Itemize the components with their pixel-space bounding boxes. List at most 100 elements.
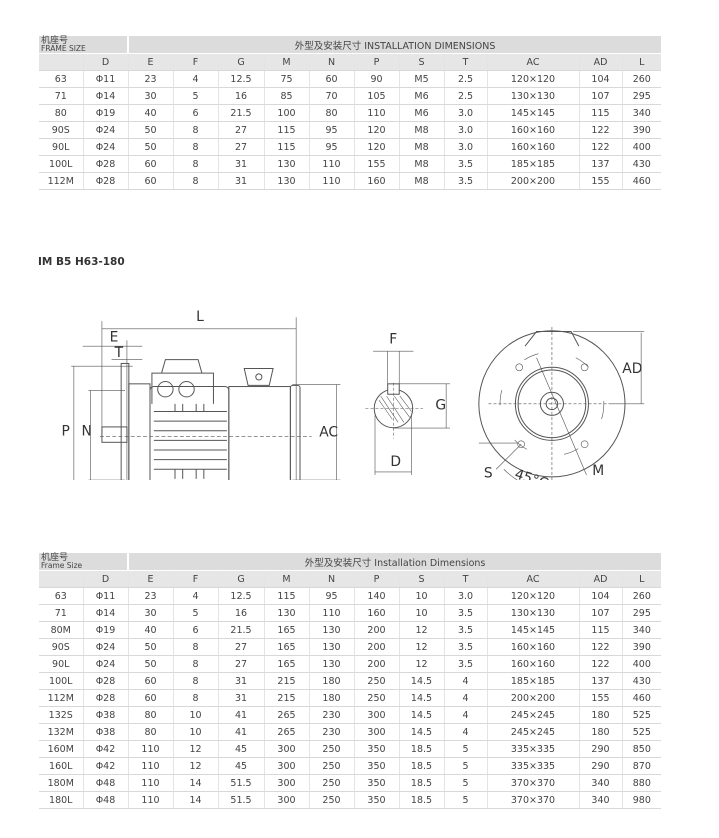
table-cell: M6 [399,104,445,122]
table-cell: 8 [173,138,219,156]
table-cell: M8 [399,155,445,173]
column-header: AC [487,570,580,588]
table-cell: 3.5 [444,604,488,622]
table-cell: 70 [309,87,355,105]
frame-size-cell: 112M [39,689,84,707]
table-cell: 10 [399,587,445,605]
table-cell: 400 [622,138,662,156]
table-cell: 250 [309,774,355,792]
label-L: L [196,309,204,325]
column-header: M [264,570,310,588]
table-cell: 31 [218,672,265,690]
table-cell: 295 [622,604,662,622]
table-cell: Φ42 [83,740,129,758]
table-cell: 110 [309,604,355,622]
table-cell: 5 [173,87,219,105]
table-cell: 340 [622,621,662,639]
table-cell: 122 [579,138,623,156]
column-header: L [622,53,662,71]
table-cell: 31 [218,155,265,173]
table-cell: 300 [264,757,310,775]
column-header: AD [579,570,623,588]
table-cell: 16 [218,604,265,622]
table-cell: 160×160 [487,121,580,139]
table-row: 132M Φ38 80 10 41 265 230 300 14.5 4 245×245 180 525 [39,723,662,741]
table-cell: Φ28 [83,689,129,707]
table-cell: 390 [622,638,662,656]
table-cell: 4 [444,706,488,724]
table-cell: 75 [264,70,310,88]
column-header: T [444,53,488,71]
table-cell: 335×335 [487,740,580,758]
table-cell: Φ38 [83,723,129,741]
table-cell: Φ24 [83,638,129,656]
table-cell: 460 [622,689,662,707]
column-header-row: D E F G M N P S T AC AD L [39,570,662,588]
table-cell: Φ28 [83,155,129,173]
table-cell: 350 [354,791,400,809]
table-cell: 115 [579,104,623,122]
table-cell: 21.5 [218,104,265,122]
table-cell: 300 [264,740,310,758]
table-cell: 12.5 [218,70,265,88]
table-cell: 80 [128,723,174,741]
table-cell: 105 [354,87,400,105]
table-cell: 122 [579,638,623,656]
table-cell: 45 [218,740,265,758]
table-cell: 14 [173,774,219,792]
table-cell: 137 [579,672,623,690]
table-cell: 122 [579,121,623,139]
table-row: 80M Φ19 40 6 21.5 165 130 200 12 3.5 145×145 115 340 [39,621,662,639]
column-header: L [622,570,662,588]
table-cell: Φ24 [83,655,129,673]
column-header: F [173,570,219,588]
table-cell: 120×120 [487,587,580,605]
table-cell: 4 [173,587,219,605]
table-cell: 110 [128,740,174,758]
table-cell: 200×200 [487,689,580,707]
table-cell: Φ24 [83,121,129,139]
table-cell: 8 [173,155,219,173]
column-header: D [83,570,129,588]
label-M: M [592,463,604,479]
table-cell: 115 [264,121,310,139]
column-header-row: D E F G M N P S T AC AD L [39,53,662,71]
table-cell: Φ48 [83,774,129,792]
table-cell: 250 [309,791,355,809]
table-cell: 145×145 [487,621,580,639]
frame-size-cell: 180L [39,791,84,809]
table-cell: 160 [354,172,400,190]
frame-size-cell: 63 [39,587,84,605]
table-cell: 60 [128,155,174,173]
shaft-section [365,350,450,475]
table-cell: 5 [444,791,488,809]
table-cell: 18.5 [399,774,445,792]
table-row: 100L Φ28 60 8 31 130 110 155 M8 3.5 185×185 137 430 [39,155,662,173]
table-cell: 85 [264,87,310,105]
table-cell: 300 [354,706,400,724]
table-cell: 12.5 [218,587,265,605]
table-cell: 18.5 [399,757,445,775]
table-title: 外型及安装尺寸 Installation Dimensions [128,553,662,571]
table-cell: 95 [309,587,355,605]
table-cell: 8 [173,121,219,139]
table-cell: 95 [309,138,355,156]
table-cell: 290 [579,757,623,775]
table-cell: 5 [444,757,488,775]
label-S: S [484,466,493,480]
table-cell: 120 [354,138,400,156]
table-cell: 155 [579,172,623,190]
frame-size-cell: 71 [39,604,84,622]
table-cell: 250 [309,740,355,758]
table-cell: 10 [173,706,219,724]
table-cell: 50 [128,655,174,673]
table-row: 63 Φ11 23 4 12.5 115 95 140 10 3.0 120×120 104 260 [39,587,662,605]
table-cell: 137 [579,155,623,173]
section-title: IM B5 H63-180 [38,256,125,268]
table-cell: 160×160 [487,138,580,156]
table-cell: 200 [354,655,400,673]
table-cell: 230 [309,723,355,741]
table-cell: Φ28 [83,172,129,190]
table-cell: 4 [444,723,488,741]
table-cell: 8 [173,638,219,656]
